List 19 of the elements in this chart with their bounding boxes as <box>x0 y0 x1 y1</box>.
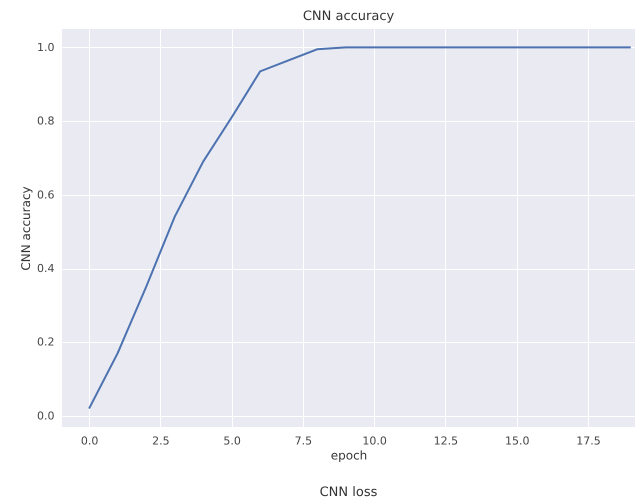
chart-title: CNN accuracy <box>302 9 394 24</box>
y-tick-label: 0.4 <box>37 262 54 276</box>
x-tick-label: 0.0 <box>80 434 98 448</box>
x-axis-title: epoch <box>330 448 368 462</box>
y-axis-title: CNN accuracy <box>19 186 34 271</box>
text: CNN loss <box>320 485 378 500</box>
y-tick-label: 0.8 <box>37 114 54 128</box>
y-tick-label: 1.0 <box>37 40 54 54</box>
x-tick-label: 2.5 <box>152 434 170 448</box>
line-series <box>88 46 632 410</box>
x-tick-label: 10.0 <box>362 434 387 448</box>
x-tick-label: 7.5 <box>294 434 312 448</box>
y-tick-label: 0.2 <box>37 336 54 349</box>
y-tick-label: 0.6 <box>37 188 54 202</box>
x-tick-label: 5.0 <box>223 434 241 448</box>
x-tick-label: 15.0 <box>504 434 530 448</box>
x-tick-label: 17.5 <box>576 434 601 448</box>
y-tick-label: 0.0 <box>37 409 54 422</box>
x-tick-label: 12.5 <box>434 434 458 448</box>
